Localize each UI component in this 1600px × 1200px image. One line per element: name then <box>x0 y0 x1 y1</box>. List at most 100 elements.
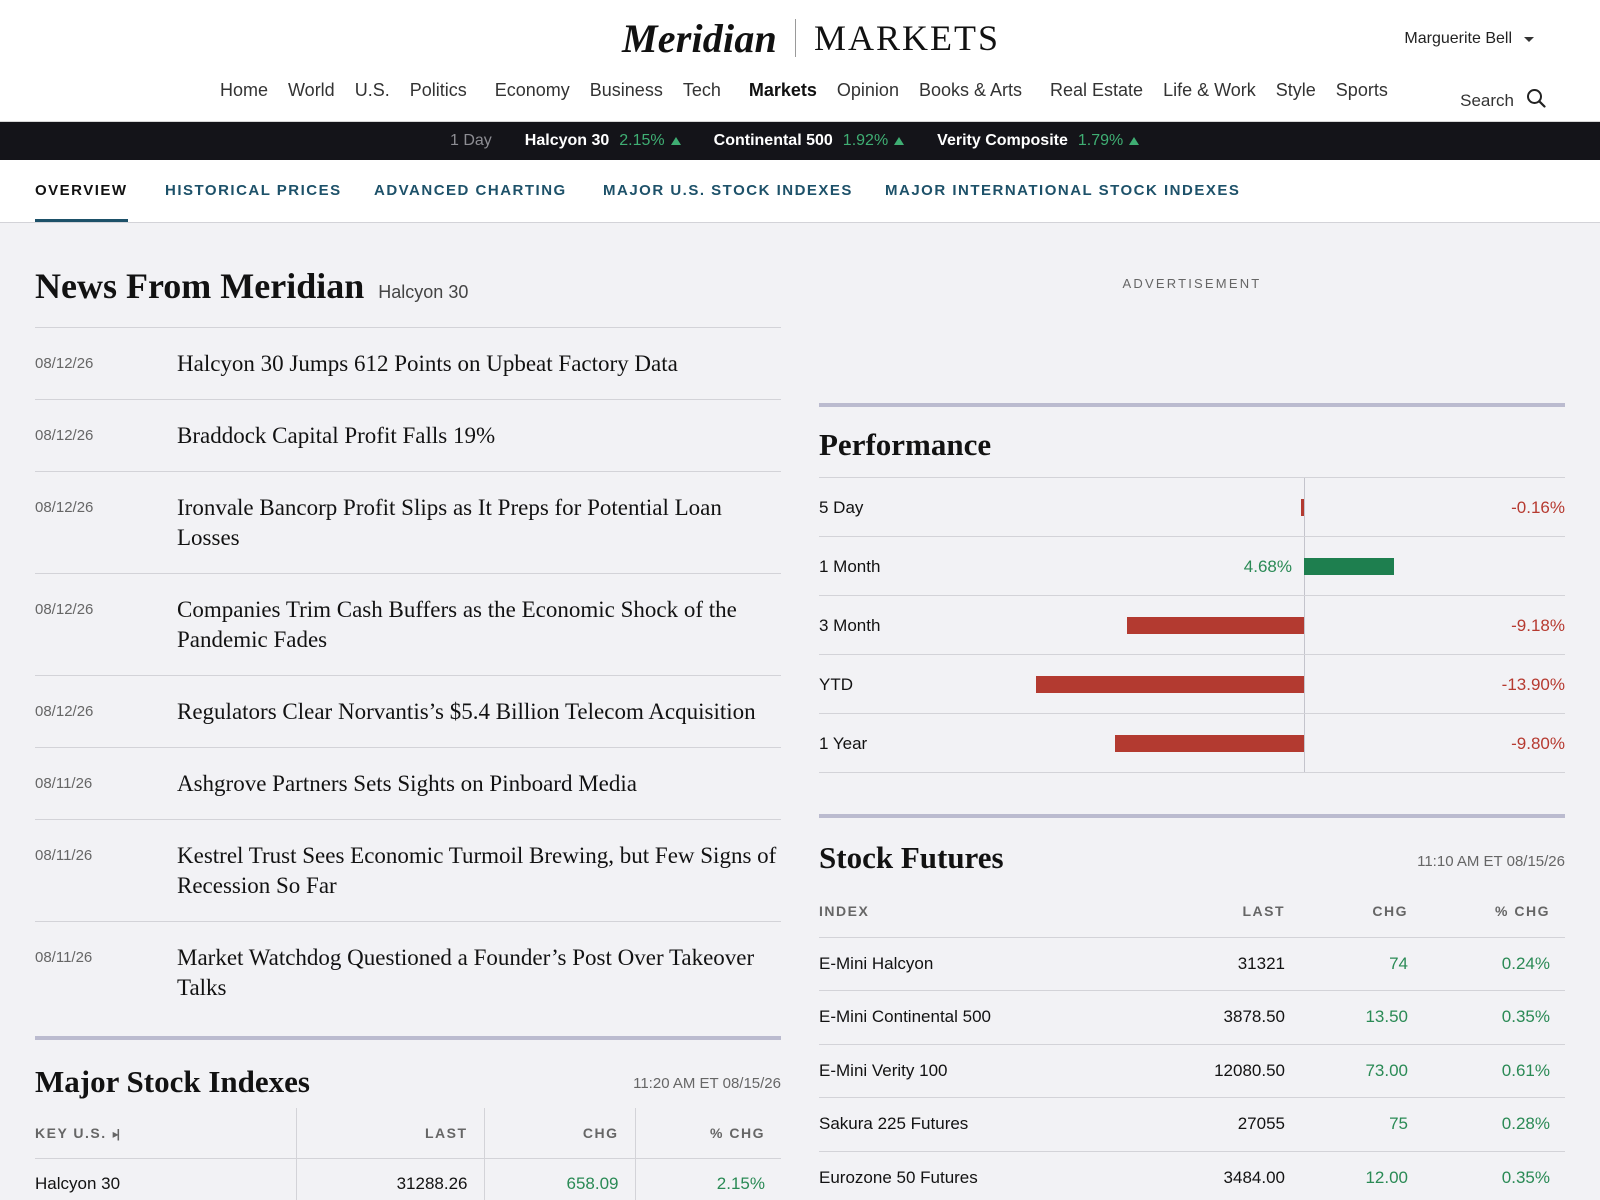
nav-item-markets[interactable]: Markets <box>748 80 817 100</box>
brand-name: Meridian <box>622 15 777 61</box>
future-chg: 12.00 <box>1300 1151 1423 1200</box>
major-indexes-title: Major Stock Indexes <box>35 1064 310 1099</box>
major-stock-indexes: Major Stock Indexes 11:20 AM ET 08/15/26… <box>35 1036 781 1200</box>
news-headline[interactable]: Kestrel Trust Sees Economic Turmoil Brew… <box>177 843 777 898</box>
performance-value: -13.90% <box>1501 675 1565 694</box>
news-date: 08/11/26 <box>35 847 93 864</box>
index-pct-chg: 2.15% <box>634 1158 781 1200</box>
news-headline[interactable]: Market Watchdog Questioned a Founder’s P… <box>177 945 755 1000</box>
news-headline[interactable]: Braddock Capital Profit Falls 19% <box>177 423 496 448</box>
user-menu[interactable]: Marguerite Bell <box>1404 30 1534 48</box>
performance-row: 1 Year -9.80% <box>819 714 1565 773</box>
nav-item-opinion[interactable]: Opinion <box>836 80 899 100</box>
index-last: 31288.26 <box>295 1158 484 1200</box>
ticker-period[interactable]: 1 Day <box>450 132 492 149</box>
performance-label: 1 Month <box>819 557 881 576</box>
performance-label: 3 Month <box>819 616 881 635</box>
future-name[interactable]: E-Mini Halcyon <box>819 937 1160 991</box>
column-header-pct-chg: % CHG <box>1423 886 1565 938</box>
nav-item-economy[interactable]: Economy <box>494 80 570 100</box>
performance-value: -9.80% <box>1511 734 1565 753</box>
market-ticker: 1 Day Halcyon 30 2.15% Continental 500 1… <box>0 122 1600 160</box>
column-header-key: KEY U.S. <box>35 1124 107 1141</box>
sub-nav: OVERVIEW HISTORICAL PRICES ADVANCED CHAR… <box>0 160 1600 223</box>
news-headline[interactable]: Regulators Clear Norvantis’s $5.4 Billio… <box>177 699 756 724</box>
future-name[interactable]: Sakura 225 Futures <box>819 1097 1160 1152</box>
future-name[interactable]: E-Mini Verity 100 <box>819 1044 1160 1098</box>
news-item[interactable]: 08/12/26 Braddock Capital Profit Falls 1… <box>35 400 781 472</box>
column-header-last: LAST <box>295 1108 484 1159</box>
performance-zero-axis <box>1304 596 1305 654</box>
future-last: 3878.50 <box>1160 990 1300 1045</box>
table-row[interactable]: Sakura 225 Futures 27055 75 0.28% <box>819 1097 1565 1152</box>
performance-label: 1 Year <box>819 734 868 753</box>
table-row[interactable]: E-Mini Halcyon 31321 74 0.24% <box>819 937 1565 991</box>
performance-bar <box>1114 735 1304 752</box>
performance-value: -9.18% <box>1511 616 1565 635</box>
ticker-item[interactable]: Verity Composite 1.79% <box>937 132 1140 150</box>
index-chg: 658.09 <box>483 1158 635 1200</box>
performance-row: 1 Month 4.68% <box>819 537 1565 596</box>
nav-item-tech[interactable]: Tech <box>682 80 721 100</box>
nav-item-us[interactable]: U.S. <box>354 80 390 100</box>
nav-item-world[interactable]: World <box>288 80 335 100</box>
table-row[interactable]: E-Mini Verity 100 12080.50 73.00 0.61% <box>819 1044 1565 1098</box>
nav-item-business[interactable]: Business <box>589 80 663 100</box>
ticker-item[interactable]: Continental 500 1.92% <box>714 132 905 150</box>
news-headline[interactable]: Companies Trim Cash Buffers as the Econo… <box>177 597 737 652</box>
performance-zero-axis <box>1304 714 1305 772</box>
table-row[interactable]: E-Mini Continental 500 3878.50 13.50 0.3… <box>819 990 1565 1045</box>
future-pct-chg: 0.35% <box>1423 1151 1565 1200</box>
tab-advanced-charting[interactable]: ADVANCED CHARTING <box>374 182 567 199</box>
index-name[interactable]: Halcyon 30 <box>35 1174 121 1194</box>
nav-item-style[interactable]: Style <box>1275 80 1316 100</box>
news-headline[interactable]: Ashgrove Partners Sets Sights on Pinboar… <box>177 771 637 796</box>
news-header: News From Meridian Halcyon 30 <box>35 265 468 307</box>
table-row[interactable]: Halcyon 30 31288.26 658.09 2.15% <box>35 1158 781 1200</box>
search-button[interactable]: Search <box>1460 88 1546 113</box>
nav-item-books-arts[interactable]: Books & Arts <box>918 80 1022 100</box>
futures-timestamp: 11:10 AM ET 08/15/26 <box>1417 853 1565 870</box>
news-item[interactable]: 08/11/26 Market Watchdog Questioned a Fo… <box>35 922 781 1023</box>
performance-panel: Performance 5 Day -0.16% 1 Month 4.68% 3… <box>819 403 1565 773</box>
future-pct-chg: 0.35% <box>1423 990 1565 1045</box>
news-list: 08/12/26 Halcyon 30 Jumps 612 Points on … <box>35 327 781 1023</box>
up-triangle-icon <box>670 137 681 145</box>
brand-logo[interactable]: Meridian MARKETS <box>622 14 1000 62</box>
table-row[interactable]: Eurozone 50 Futures 3484.00 12.00 0.35% <box>819 1151 1565 1200</box>
performance-zero-axis <box>1304 478 1305 536</box>
ticker-item[interactable]: Halcyon 30 2.15% <box>525 132 681 150</box>
news-date: 08/11/26 <box>35 949 93 966</box>
up-triangle-icon <box>894 137 905 145</box>
news-item[interactable]: 08/11/26 Ashgrove Partners Sets Sights o… <box>35 748 781 820</box>
news-item[interactable]: 08/12/26 Halcyon 30 Jumps 612 Points on … <box>35 328 781 400</box>
tab-overview[interactable]: OVERVIEW <box>35 182 128 222</box>
nav-item-sports[interactable]: Sports <box>1335 80 1388 100</box>
performance-bar <box>1300 499 1304 516</box>
masthead: Meridian MARKETS Marguerite Bell Home Wo… <box>0 0 1600 122</box>
tab-major-us-indexes[interactable]: MAJOR U.S. STOCK INDEXES <box>603 182 853 199</box>
key-us-selector[interactable]: KEY U.S. ▸| <box>35 1108 296 1159</box>
column-header-last: LAST <box>1160 886 1300 938</box>
nav-item-home[interactable]: Home <box>220 80 269 100</box>
nav-item-real-estate[interactable]: Real Estate <box>1050 80 1144 100</box>
future-name[interactable]: Eurozone 50 Futures <box>819 1151 1160 1200</box>
news-item[interactable]: 08/12/26 Regulators Clear Norvantis’s $5… <box>35 676 781 748</box>
news-item[interactable]: 08/12/26 Companies Trim Cash Buffers as … <box>35 574 781 676</box>
news-headline[interactable]: Ironvale Bancorp Profit Slips as It Prep… <box>177 495 722 550</box>
news-item[interactable]: 08/12/26 Ironvale Bancorp Profit Slips a… <box>35 472 781 574</box>
search-icon <box>1526 88 1546 113</box>
tab-historical-prices[interactable]: HISTORICAL PRICES <box>165 182 342 199</box>
nav-item-life-work[interactable]: Life & Work <box>1163 80 1256 100</box>
news-item[interactable]: 08/11/26 Kestrel Trust Sees Economic Tur… <box>35 820 781 922</box>
future-pct-chg: 0.61% <box>1423 1044 1565 1098</box>
futures-table: INDEX LAST CHG % CHG E-Mini Halcyon 3132… <box>819 886 1565 1200</box>
news-headline[interactable]: Halcyon 30 Jumps 612 Points on Upbeat Fa… <box>177 351 678 376</box>
performance-zero-axis <box>1304 655 1305 713</box>
future-name[interactable]: E-Mini Continental 500 <box>819 990 1160 1045</box>
future-last: 3484.00 <box>1160 1151 1300 1200</box>
up-triangle-icon <box>1129 137 1140 145</box>
performance-row: YTD -13.90% <box>819 655 1565 714</box>
tab-major-international-indexes[interactable]: MAJOR INTERNATIONAL STOCK INDEXES <box>885 182 1241 199</box>
nav-item-politics[interactable]: Politics <box>409 80 467 100</box>
